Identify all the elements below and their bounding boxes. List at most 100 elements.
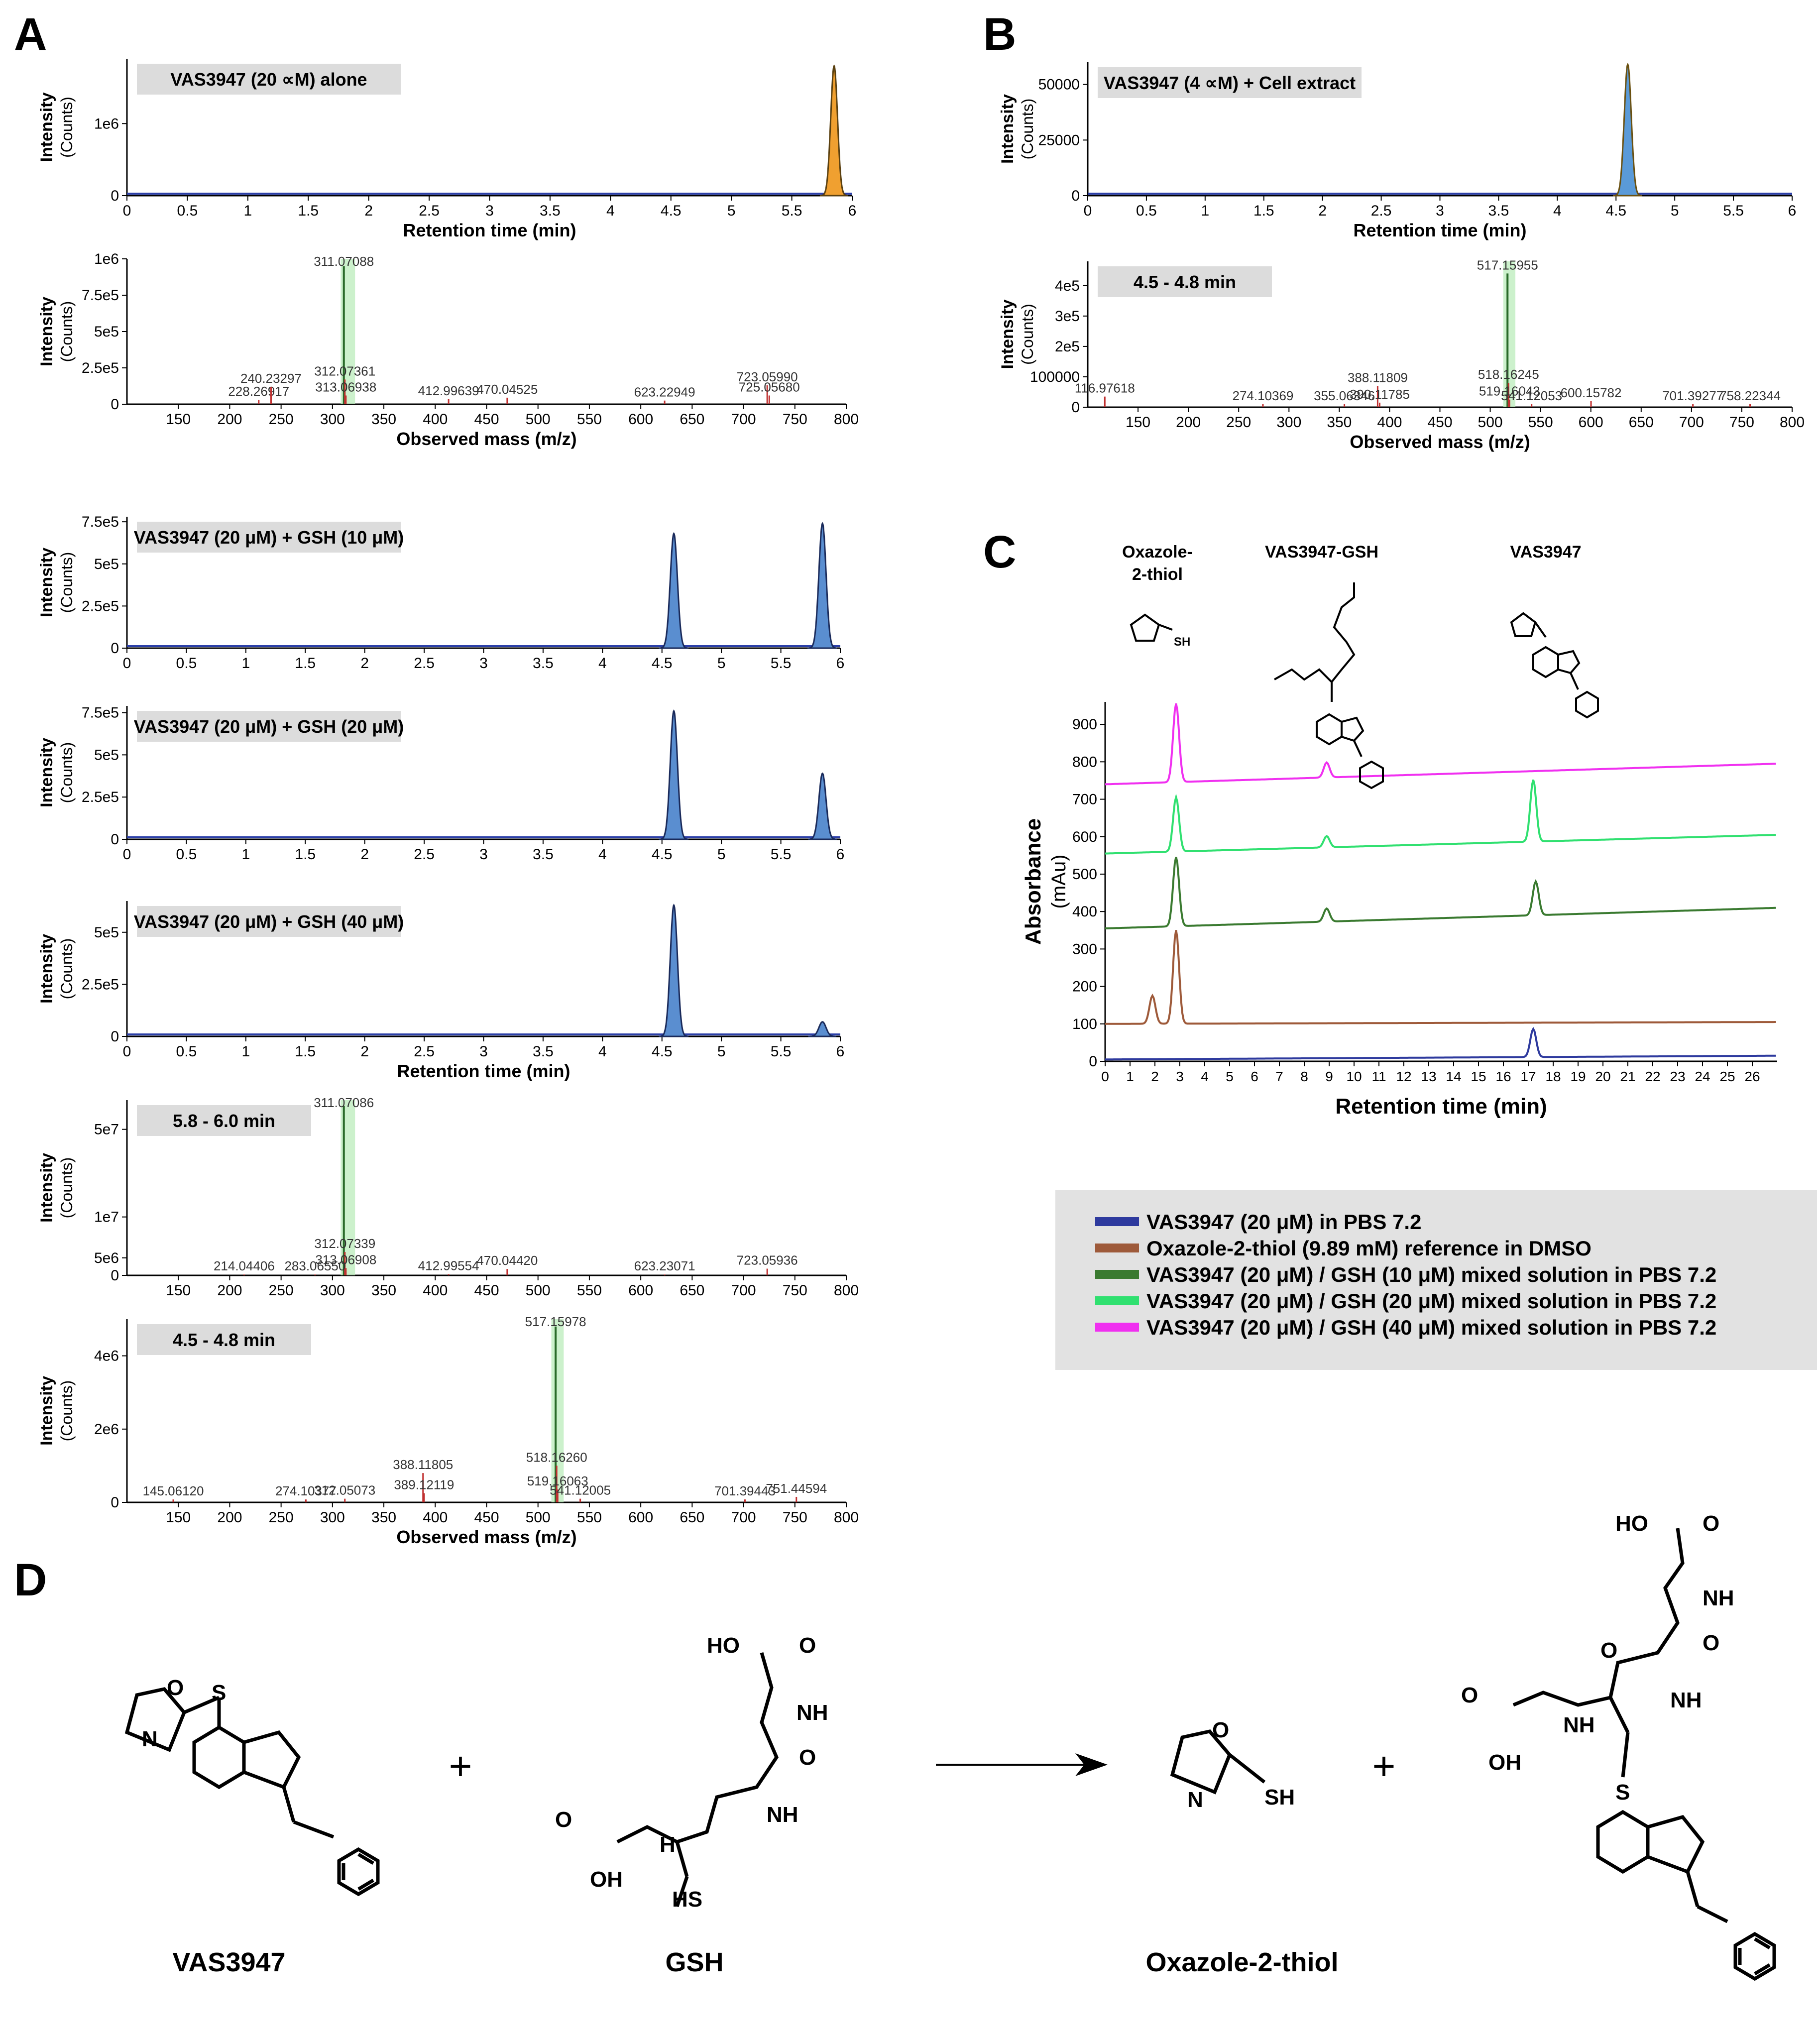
y-tick-label: 100000 [1030,369,1080,385]
gsh-o-mid-label: O [799,1745,816,1770]
y-tick-label: 2.5e5 [82,598,119,614]
oxazole-n-label: N [1187,1788,1203,1812]
oxazole-o-label: O [1212,1718,1229,1742]
mass-peak-label: 519.16043 [1479,384,1540,399]
x-tick-label: 4 [598,846,607,863]
struct-label-vas-gsh: VAS3947-GSH [1265,543,1378,562]
legend-swatch [1095,1270,1139,1279]
mass-peak-label: 412.99639 [418,383,479,398]
x-tick-label: 500 [526,1509,551,1526]
chart-b1: 0 0.5 1 1.5 2 2.5 3 3.5 4 4.5 5 5.5 6 0 25000 50000 Rete… [998,62,1796,240]
gsh-nh-label: NH [767,1803,798,1827]
y-tick-label: 3e5 [1055,308,1080,325]
y-axis-title: Intensity [37,738,56,807]
x-tick-label: 4.5 [1605,203,1626,219]
x-tick-label: 6 [1251,1069,1258,1084]
gsh-oh-label: OH [590,1867,623,1892]
chart-a4: 0 0.5 1 1.5 2 2.5 3 3.5 4 4.5 5 5.5 6 0 2.5e5 5e5 7.5e5 I… [37,705,844,863]
chart-label-box [137,64,401,95]
x-tick-label: 300 [320,1509,345,1526]
series-line-4 [1105,780,1776,855]
y-tick-label: 5e5 [94,747,119,763]
mini-oxazole-thiol-sh: SH [1174,635,1190,649]
x-tick-label: 6 [848,203,857,219]
y-tick-label: 0 [111,396,119,413]
x-tick-label: 800 [834,1282,859,1299]
y-tick-label: 2.5e5 [82,789,119,805]
x-tick-label: 2 [364,203,373,219]
adduct-oh-label: OH [1488,1750,1521,1775]
x-tick-label: 13 [1421,1069,1436,1084]
x-tick-label: 18 [1545,1069,1561,1084]
x-tick-label: 0.5 [177,203,198,219]
x-axis-title: Retention time (min) [1335,1094,1547,1119]
y-tick-label: 800 [1072,754,1097,770]
reaction-arrow [936,1753,1108,1776]
vas3947-structure [124,1687,378,1894]
reaction-scheme: O N S VAS3947 + HO O NH NH O H O OH HS G… [124,1511,1774,1979]
adduct-o-left-label: O [1461,1683,1478,1707]
panel-label-b: B [983,9,1016,60]
struct-label-oxazole-line1: Oxazole- [1122,543,1193,562]
y-tick-label: 25000 [1038,132,1080,148]
mass-peak-label: 517.15955 [1477,257,1538,272]
x-tick-label: 5.5 [771,655,792,672]
reactant-gsh-label: GSH [665,1947,723,1977]
x-tick-label: 5 [1671,203,1679,219]
mass-peak-label: 701.39277 [1662,388,1723,403]
x-tick-label: 2 [360,846,369,863]
chart-label-text: VAS3947 (20 ∝M) alone [170,69,367,90]
chart-label-text: 5.8 - 6.0 min [173,1111,275,1131]
mass-peak-label: 412.99554 [418,1258,479,1273]
chart-label-box [137,906,401,937]
vas-s-label: S [212,1681,226,1705]
x-tick-label: 0 [123,655,131,672]
y-tick-label: 2e5 [1055,339,1080,355]
chart-label-box [137,522,401,553]
x-tick-label: 250 [269,411,294,428]
series-line-2 [1105,930,1776,1025]
x-tick-label: 450 [1427,414,1452,431]
x-tick-label: 650 [680,1509,704,1526]
x-tick-label: 4.5 [661,203,682,219]
y-tick-label: 5e7 [94,1122,119,1138]
y-axis-subtitle: (Counts) [1019,99,1036,160]
mass-peak-label: 723.05936 [737,1253,798,1268]
struct-label-vas3947: VAS3947 [1510,543,1581,562]
x-tick-label: 400 [423,1282,448,1299]
mass-peak-label: 274.10377 [275,1483,337,1498]
adduct-ho-label: HO [1615,1511,1648,1536]
mass-peak-label: 355.06346 [1314,388,1375,403]
y-tick-label: 4e6 [94,1348,119,1364]
panel-label-a: A [14,9,47,60]
legend-label: VAS3947 (20 μM) / GSH (10 μM) mixed solu… [1146,1263,1716,1286]
x-tick-label: 600 [1579,414,1603,431]
x-tick-label: 3 [485,203,494,219]
legend-swatch [1095,1217,1139,1226]
mass-peak-label: 274.10369 [1232,388,1293,403]
mass-peak-label: 240.23297 [240,371,302,386]
mass-peak-label: 388.11805 [393,1457,453,1472]
plus-sign-2: + [1372,1744,1396,1788]
x-tick-label: 1.5 [295,846,316,863]
oxazole-sh-label: SH [1264,1785,1295,1810]
x-tick-label: 3 [479,846,488,863]
x-tick-label: 2.5 [419,203,440,219]
y-tick-label: 5e5 [94,924,119,941]
y-axis-subtitle: (Counts) [58,1157,76,1219]
y-axis-title: Intensity [37,93,56,162]
x-tick-label: 4 [598,655,607,672]
x-tick-label: 3.5 [1488,203,1509,219]
x-tick-label: 5 [1226,1069,1234,1084]
y-tick-label: 700 [1072,792,1097,808]
x-tick-label: 5 [717,846,726,863]
x-tick-label: 500 [526,1282,551,1299]
x-tick-label: 250 [1226,414,1251,431]
chart-a6: 150 200 250 300 350 400 450 500 550 600 650 700 750 8… [37,1095,859,1299]
y-tick-label: 0 [111,640,119,657]
chart-a3: 0 0.5 1 1.5 2 2.5 3 3.5 4 4.5 5 5.5 6 0 2.5e5 5e5 7.5e5 I… [37,514,844,672]
x-tick-label: 3 [1436,203,1444,219]
y-tick-label: 0 [111,1494,119,1511]
x-tick-label: 2 [360,1043,369,1060]
mass-peak-label: 758.22344 [1719,388,1781,403]
